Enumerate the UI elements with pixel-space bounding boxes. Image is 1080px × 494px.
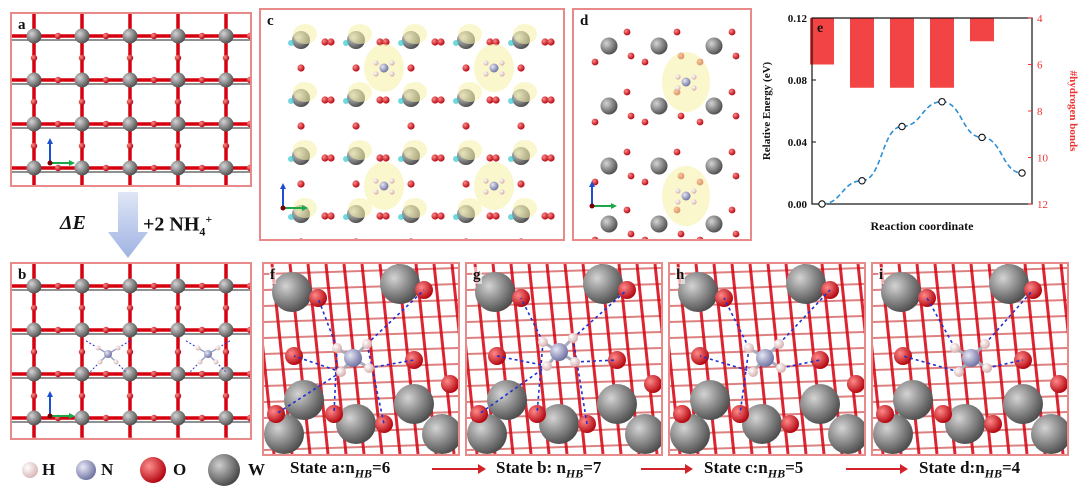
panel-d-label: d <box>579 13 590 30</box>
left-tick-label-1: 0.04 <box>788 137 808 149</box>
left-tick-label-2: 0.08 <box>788 75 808 87</box>
panel-c-label: c <box>266 13 275 30</box>
left-tick-label-3: 0.12 <box>788 13 808 25</box>
panel-c: c <box>259 8 565 241</box>
state-arrow-3 <box>846 464 908 474</box>
state-arrow-2 <box>641 464 693 474</box>
state-b-caption: State b: nHB=7 <box>496 458 602 481</box>
energy-point-6 <box>1018 169 1026 177</box>
lattice-b-image <box>12 264 250 438</box>
energy-point-2 <box>858 177 866 185</box>
energy-hbond-chart: 0.00 0.04 0.08 0.12 4 6 8 10 12 e Reaction coordin… <box>761 13 1079 233</box>
legend-w: W <box>248 460 265 479</box>
panel-a-label: a <box>17 17 27 34</box>
panel-f-label: f <box>269 267 276 284</box>
state-d-image <box>873 264 1067 454</box>
state-c-caption: State c:nHB=5 <box>704 458 804 481</box>
right-axis-label: #hydrogen bonds <box>1067 71 1079 153</box>
density-c-image <box>280 24 555 239</box>
energy-point-1 <box>818 200 826 208</box>
panel-h-label: h <box>675 267 686 284</box>
state-a-image <box>264 264 458 454</box>
panel-a: a <box>10 12 252 187</box>
state-arrow-1 <box>432 464 486 474</box>
left-axis-label: Relative Energy (eV) <box>761 61 773 160</box>
panel-i-label: i <box>878 267 885 284</box>
legend-h: H <box>42 460 56 479</box>
hbond-bar-2 <box>850 18 874 88</box>
hbond-bar-1 <box>810 18 834 65</box>
right-tick-label-3: 10 <box>1037 153 1049 165</box>
state-a-caption: State a:nHB=6 <box>290 458 391 481</box>
panel-g-label: g <box>472 267 482 284</box>
delta-e-label: ΔE <box>60 212 86 234</box>
chart-frame <box>811 17 1033 205</box>
panel-e-label: e <box>817 21 823 36</box>
panel-b-label: b <box>17 267 28 284</box>
atom-legend: H N O W <box>10 452 270 488</box>
right-tick-label-4: 12 <box>1037 199 1048 211</box>
hbond-bar-3 <box>890 18 914 88</box>
panel-f: f <box>262 262 460 456</box>
panel-h: h <box>668 262 866 456</box>
reagent-label: +2 NH4+ <box>143 212 213 239</box>
hbond-bar-5 <box>970 18 994 42</box>
left-tick-label-0: 0.00 <box>788 199 808 211</box>
x-axis-label: Reaction coordinate <box>871 219 975 233</box>
legend-n: N <box>101 460 114 479</box>
right-tick-label-2: 8 <box>1037 106 1043 118</box>
hbond-bar-4 <box>930 18 954 88</box>
state-c-image <box>670 264 864 454</box>
panel-b: b <box>10 262 252 440</box>
right-tick-label-1: 6 <box>1037 60 1043 72</box>
energy-curve <box>821 100 1023 205</box>
lattice-a-image <box>12 14 250 185</box>
state-d-caption: State d:nHB=4 <box>919 458 1021 481</box>
state-b-image <box>467 264 661 454</box>
energy-point-4 <box>938 97 946 106</box>
panel-d: d <box>572 8 752 241</box>
density-d-image <box>589 28 740 239</box>
reaction-arrow <box>108 192 148 258</box>
legend-o: O <box>173 460 187 479</box>
panel-e-chart: 0.00 0.04 0.08 0.12 4 6 8 10 12 e Reaction coordin… <box>756 4 1080 244</box>
panel-i: i <box>871 262 1069 456</box>
energy-point-5 <box>978 133 986 142</box>
panel-g: g <box>465 262 663 456</box>
right-tick-label-0: 4 <box>1037 13 1043 25</box>
energy-point-3 <box>898 122 906 131</box>
